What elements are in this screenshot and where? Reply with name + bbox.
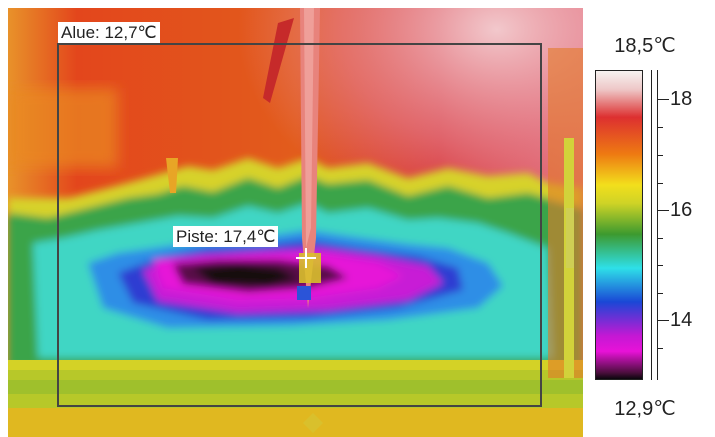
- area-measurement-label: Alue: 12,7℃: [58, 22, 160, 43]
- scale-minor-tick: [657, 265, 663, 266]
- scale-minor-tick: [657, 127, 663, 128]
- scale-tick-label: 18: [670, 88, 693, 110]
- scale-minor-tick: [657, 238, 663, 239]
- temperature-color-bar: [595, 70, 643, 380]
- scale-min-label: 12,9℃: [614, 398, 676, 420]
- scale-minor-tick: [657, 293, 663, 294]
- measurement-area-box: [57, 43, 542, 407]
- scale-axis-line: [657, 70, 658, 380]
- scale-major-tick: [657, 320, 669, 321]
- scale-major-tick: [657, 210, 669, 211]
- scale-minor-tick: [657, 155, 663, 156]
- scale-minor-tick: [657, 348, 663, 349]
- scale-axis-line: [651, 70, 652, 380]
- scale-max-label: 18,5℃: [614, 35, 676, 57]
- scale-minor-tick: [657, 183, 663, 184]
- scale-tick-label: 14: [670, 309, 693, 331]
- spot-measurement-label: Piste: 17,4℃: [173, 226, 279, 247]
- scale-major-tick: [657, 99, 669, 100]
- spot-crosshair-icon: [296, 248, 316, 268]
- thermal-image: [8, 8, 583, 437]
- scale-tick-label: 16: [670, 199, 693, 221]
